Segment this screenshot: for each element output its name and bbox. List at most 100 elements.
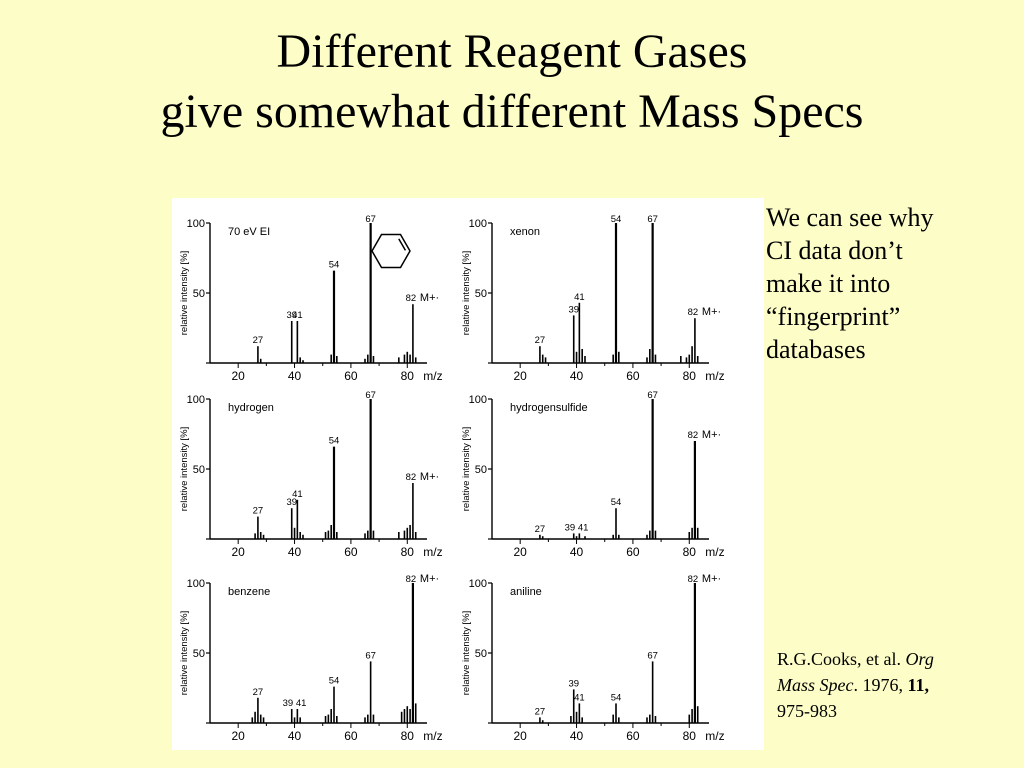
x-axis-label: m/z bbox=[705, 729, 724, 743]
double-bond-line bbox=[398, 238, 407, 251]
peak-label: 82 bbox=[406, 574, 417, 585]
peak-label: 82 bbox=[688, 430, 699, 441]
y-tick-label: 100 bbox=[187, 394, 205, 406]
cyclohexene-structure bbox=[371, 233, 411, 269]
peak-label: 67 bbox=[365, 390, 376, 401]
peak-label: 67 bbox=[647, 214, 658, 225]
x-tick-label: 40 bbox=[288, 369, 302, 383]
x-tick-label: 40 bbox=[570, 729, 584, 743]
y-tick-label: 100 bbox=[187, 578, 205, 590]
peak-label: 27 bbox=[535, 335, 546, 346]
reference-citation: R.G.Cooks, et al. Org Mass Spec. 1976, 1… bbox=[777, 646, 1017, 724]
peak-label: 39 bbox=[568, 678, 579, 689]
x-tick-label: 80 bbox=[401, 729, 415, 743]
spectrum-panel: 50 100 20 40 60 80 m/z relative intensity [%] xe… bbox=[461, 214, 725, 383]
x-tick-label: 20 bbox=[514, 545, 528, 559]
x-tick-label: 60 bbox=[344, 729, 358, 743]
y-tick-label: 50 bbox=[193, 648, 205, 660]
spectrum-panel: 50 100 20 40 60 80 m/z relative intensity [%] hy… bbox=[179, 390, 443, 559]
y-tick-label: 50 bbox=[193, 288, 205, 300]
peak-label: 54 bbox=[329, 676, 340, 687]
peak-label: 82 bbox=[688, 307, 699, 318]
title-line-1: Different Reagent Gases bbox=[276, 25, 748, 78]
note-line-1: We can see why bbox=[766, 203, 934, 232]
peak-label: 82 bbox=[406, 472, 417, 483]
side-note: We can see why CI data don’t make it int… bbox=[766, 201, 1016, 366]
x-tick-label: 60 bbox=[626, 729, 640, 743]
y-tick-label: 50 bbox=[475, 648, 487, 660]
peak-label: 54 bbox=[329, 436, 340, 447]
ref-journal-2: Mass Spec bbox=[777, 675, 854, 695]
molecular-ion-label: M+· bbox=[702, 429, 721, 441]
spectra-svg: 50 100 20 40 60 80 m/z relative intensity [%] 70… bbox=[179, 214, 725, 743]
y-axis-label: relative intensity [%] bbox=[461, 427, 472, 511]
panel-title: hydrogen bbox=[228, 402, 274, 414]
mass-spectra-figure: 50 100 20 40 60 80 m/z relative intensity [%] 70… bbox=[172, 198, 764, 750]
molecular-ion-label: M+· bbox=[420, 471, 439, 483]
spectrum-panel: 50 100 20 40 60 80 m/z relative intensity [%] an… bbox=[461, 573, 725, 743]
x-tick-label: 40 bbox=[570, 369, 584, 383]
x-tick-label: 20 bbox=[232, 729, 246, 743]
ref-year: . 1976, bbox=[853, 675, 903, 695]
y-tick-label: 50 bbox=[475, 464, 487, 476]
y-tick-label: 100 bbox=[469, 218, 487, 230]
peak-label: 54 bbox=[611, 497, 622, 508]
peak-label: 39 41 bbox=[565, 522, 589, 533]
x-axis-label: m/z bbox=[705, 545, 724, 559]
note-line-4: “fingerprint” bbox=[766, 302, 901, 331]
y-axis-label: relative intensity [%] bbox=[461, 251, 472, 335]
molecular-ion-label: M+· bbox=[702, 573, 721, 585]
x-tick-label: 80 bbox=[683, 545, 697, 559]
ref-pages: 975-983 bbox=[777, 701, 837, 721]
molecular-ion-label: M+· bbox=[702, 306, 721, 318]
peak-label: 27 bbox=[535, 706, 546, 717]
spectrum-panel: 50 100 20 40 60 80 m/z relative intensity [%] hy… bbox=[461, 390, 725, 559]
x-tick-label: 20 bbox=[514, 369, 528, 383]
x-tick-label: 60 bbox=[626, 369, 640, 383]
peak-label: 54 bbox=[611, 692, 622, 703]
x-axis-label: m/z bbox=[423, 729, 442, 743]
y-tick-label: 50 bbox=[475, 288, 487, 300]
x-axis-label: m/z bbox=[705, 369, 724, 383]
peak-label: 39 bbox=[286, 497, 297, 508]
note-line-5: databases bbox=[766, 335, 866, 364]
x-tick-label: 80 bbox=[401, 369, 415, 383]
peak-label: 67 bbox=[647, 390, 658, 401]
ref-journal-1: Org bbox=[905, 649, 934, 669]
x-tick-label: 40 bbox=[288, 545, 302, 559]
molecular-ion-label: M+· bbox=[420, 573, 439, 585]
peak-label: 54 bbox=[611, 214, 622, 225]
panel-title: aniline bbox=[510, 586, 542, 598]
x-tick-label: 40 bbox=[288, 729, 302, 743]
panel-title: benzene bbox=[228, 586, 270, 598]
y-axis-label: relative intensity [%] bbox=[461, 611, 472, 695]
note-line-3: make it into bbox=[766, 269, 891, 298]
peak-label: 27 bbox=[253, 687, 264, 698]
peak-label: 39 bbox=[286, 310, 297, 321]
peak-label: 82 bbox=[688, 574, 699, 585]
panel-title: hydrogensulfide bbox=[510, 402, 588, 414]
x-tick-label: 80 bbox=[683, 369, 697, 383]
molecular-ion-label: M+· bbox=[420, 292, 439, 304]
y-axis-label: relative intensity [%] bbox=[179, 611, 190, 695]
x-tick-label: 80 bbox=[683, 729, 697, 743]
x-tick-label: 60 bbox=[344, 369, 358, 383]
peak-label: 41 bbox=[574, 692, 585, 703]
x-tick-label: 20 bbox=[232, 369, 246, 383]
ref-volume: 11, bbox=[907, 675, 929, 695]
x-tick-label: 60 bbox=[626, 545, 640, 559]
x-tick-label: 80 bbox=[401, 545, 415, 559]
y-tick-label: 50 bbox=[193, 464, 205, 476]
peak-label: 67 bbox=[647, 650, 658, 661]
y-tick-label: 100 bbox=[469, 578, 487, 590]
peak-label: 27 bbox=[535, 524, 546, 535]
y-axis-label: relative intensity [%] bbox=[179, 251, 190, 335]
panel-title: 70 eV EI bbox=[228, 226, 270, 238]
peak-label: 39 41 bbox=[283, 698, 307, 709]
peak-label: 41 bbox=[574, 292, 585, 303]
peak-label: 39 bbox=[568, 304, 579, 315]
spectrum-panel: 50 100 20 40 60 80 m/z relative intensity [%] be… bbox=[179, 573, 443, 743]
y-axis-label: relative intensity [%] bbox=[179, 427, 190, 511]
peak-label: 67 bbox=[365, 214, 376, 225]
spectrum-panel: 50 100 20 40 60 80 m/z relative intensity [%] 70… bbox=[179, 214, 443, 383]
